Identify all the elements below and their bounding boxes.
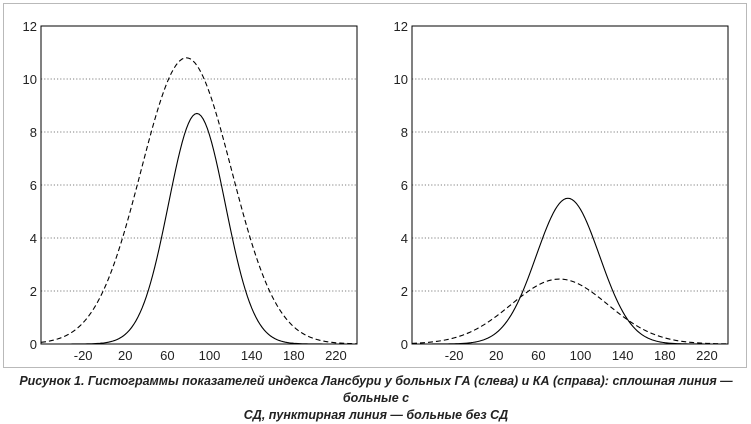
series-line-solid xyxy=(412,197,728,345)
y-tick-label: 6 xyxy=(401,178,408,193)
plot-area-border xyxy=(411,25,729,345)
x-tick-label: -20 xyxy=(74,348,93,363)
x-tick-label: 180 xyxy=(654,348,676,363)
y-tick-label: 10 xyxy=(394,72,408,87)
y-tick-label: 6 xyxy=(30,178,37,193)
x-tick-label: 140 xyxy=(612,348,634,363)
figure-caption: Рисунок 1. Гистограммы показателей индек… xyxy=(6,373,746,424)
y-tick-label: 0 xyxy=(30,337,37,352)
x-tick-label: 60 xyxy=(160,348,174,363)
chart-right: 0 2 4 6 8 10 12 -20 20 60 100 140 180 220 xyxy=(394,19,729,363)
y-tick-label: 8 xyxy=(30,125,37,140)
y-tick-label: 4 xyxy=(401,231,408,246)
caption-line-1: Рисунок 1. Гистограммы показателей индек… xyxy=(19,374,733,405)
y-tick-label: 0 xyxy=(401,337,408,352)
x-tick-label: 220 xyxy=(325,348,347,363)
y-tick-label: 4 xyxy=(30,231,37,246)
y-tick-label: 10 xyxy=(23,72,37,87)
figure-frame xyxy=(3,3,747,368)
charts-canvas: 0 2 4 6 8 10 12 -20 20 60 100 140 180 220 0 2 4 6 8 10 12 -20… xyxy=(23,19,729,363)
series-line-dashed xyxy=(40,57,358,345)
y-tick-label: 12 xyxy=(23,19,37,34)
chart-left: 0 2 4 6 8 10 12 -20 20 60 100 140 180 220 xyxy=(23,19,358,363)
x-tick-label: 180 xyxy=(283,348,305,363)
y-tick-label: 8 xyxy=(401,125,408,140)
y-tick-label: 2 xyxy=(30,284,37,299)
x-tick-label: 140 xyxy=(241,348,263,363)
x-tick-label: 60 xyxy=(531,348,545,363)
x-tick-label: 100 xyxy=(570,348,592,363)
x-tick-label: 100 xyxy=(199,348,221,363)
series-line-dashed xyxy=(411,278,729,345)
plot-area-border xyxy=(40,25,358,345)
caption-line-2: СД, пунктирная линия — больные без СД xyxy=(243,408,509,422)
y-tick-label: 2 xyxy=(401,284,408,299)
y-tick-label: 12 xyxy=(394,19,408,34)
x-tick-label: 220 xyxy=(696,348,718,363)
series-line-solid xyxy=(41,112,357,345)
x-tick-label: -20 xyxy=(445,348,464,363)
x-tick-label: 20 xyxy=(118,348,132,363)
x-tick-label: 20 xyxy=(489,348,503,363)
